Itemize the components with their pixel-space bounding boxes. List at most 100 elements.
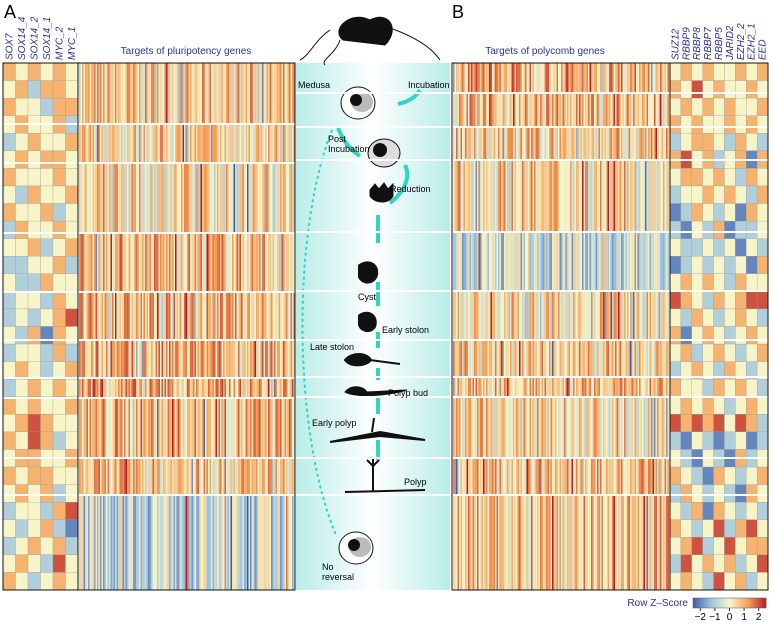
texture-strip <box>652 397 655 458</box>
texture-strip <box>238 378 240 398</box>
texture-strip <box>113 340 116 378</box>
texture-strip <box>191 292 194 340</box>
texture-strip <box>456 397 458 458</box>
texture-strip <box>125 63 128 124</box>
texture-strip <box>109 340 111 378</box>
texture-strip <box>534 340 536 377</box>
texture-strip <box>550 495 553 590</box>
texture-strip <box>89 63 92 124</box>
texture-strip <box>260 124 263 163</box>
texture-strip <box>229 458 231 495</box>
texture-strip <box>610 377 613 397</box>
texture-strip <box>646 127 649 160</box>
texture-strip <box>480 63 482 93</box>
texture-strip <box>577 160 580 232</box>
texture-strip <box>534 291 536 340</box>
texture-strip <box>253 63 255 124</box>
colorbar-segment <box>729 598 732 608</box>
texture-strip <box>582 63 584 93</box>
texture-strip <box>456 93 458 127</box>
texture-strip <box>586 397 589 458</box>
texture-strip <box>284 233 287 292</box>
texture-strip <box>514 93 517 127</box>
texture-strip <box>519 291 521 340</box>
texture-strip <box>245 340 248 378</box>
stage-label: Early polyp <box>312 418 357 428</box>
heatmap-cell <box>65 361 79 380</box>
texture-strip <box>570 291 572 340</box>
texture-strip <box>179 63 182 124</box>
texture-strip <box>127 398 129 458</box>
texture-strip <box>481 458 484 495</box>
texture-strip <box>259 163 261 233</box>
texture-strip <box>514 291 517 340</box>
texture-strip <box>540 232 542 291</box>
texture-strip <box>202 233 204 292</box>
texture-strip <box>113 398 116 458</box>
texture-strip <box>208 378 210 398</box>
texture-strip <box>125 163 128 233</box>
texture-strip <box>532 377 535 397</box>
texture-strip <box>92 340 95 378</box>
texture-strip <box>163 378 165 398</box>
texture-strip <box>130 63 132 124</box>
texture-strip <box>97 63 99 124</box>
texture-strip <box>492 127 494 160</box>
texture-strip <box>519 458 521 495</box>
texture-strip <box>224 163 227 233</box>
texture-strip <box>558 232 560 291</box>
texture-strip <box>85 292 87 340</box>
texture-strip <box>260 495 263 590</box>
texture-strip <box>490 397 493 458</box>
texture-strip <box>148 378 150 398</box>
heatmap-title: Targets of pluripotency genes <box>121 46 252 57</box>
heatmap-texture <box>79 63 296 590</box>
texture-strip <box>178 398 180 458</box>
texture-strip <box>197 233 200 292</box>
texture-strip <box>618 458 620 495</box>
texture-strip <box>573 340 575 377</box>
texture-strip <box>462 291 464 340</box>
texture-strip <box>176 292 179 340</box>
texture-strip <box>550 340 553 377</box>
texture-strip <box>640 127 643 160</box>
texture-strip <box>287 163 290 233</box>
heatmap-cell <box>702 291 714 310</box>
texture-strip <box>471 458 473 495</box>
texture-strip <box>603 160 605 232</box>
texture-strip <box>574 340 577 377</box>
texture-strip <box>220 458 222 495</box>
texture-strip <box>97 398 99 458</box>
texture-strip <box>277 233 279 292</box>
texture-strip <box>586 232 589 291</box>
texture-strip <box>543 291 545 340</box>
texture-strip <box>631 93 634 127</box>
texture-strip <box>663 340 665 377</box>
texture-strip <box>232 124 234 163</box>
texture-strip <box>205 378 207 398</box>
heatmap-cell <box>2 133 16 151</box>
texture-strip <box>116 340 119 378</box>
texture-strip <box>580 397 583 458</box>
texture-strip <box>636 458 638 495</box>
texture-strip <box>250 340 252 378</box>
texture-strip <box>163 63 165 124</box>
texture-strip <box>583 93 586 127</box>
texture-strip <box>287 233 290 292</box>
texture-strip <box>474 495 476 590</box>
texture-strip <box>667 397 670 458</box>
texture-strip <box>262 340 264 378</box>
texture-strip <box>517 127 520 160</box>
texture-strip <box>158 495 161 590</box>
texture-strip <box>594 127 596 160</box>
texture-strip <box>550 291 553 340</box>
texture-strip <box>94 63 96 124</box>
texture-strip <box>157 495 159 590</box>
texture-strip <box>583 397 586 458</box>
heatmap-cell <box>40 326 54 345</box>
texture-strip <box>206 163 209 233</box>
heatmap-cell <box>40 537 54 556</box>
texture-strip <box>457 63 460 93</box>
texture-strip <box>592 232 595 291</box>
texture-strip <box>118 378 120 398</box>
